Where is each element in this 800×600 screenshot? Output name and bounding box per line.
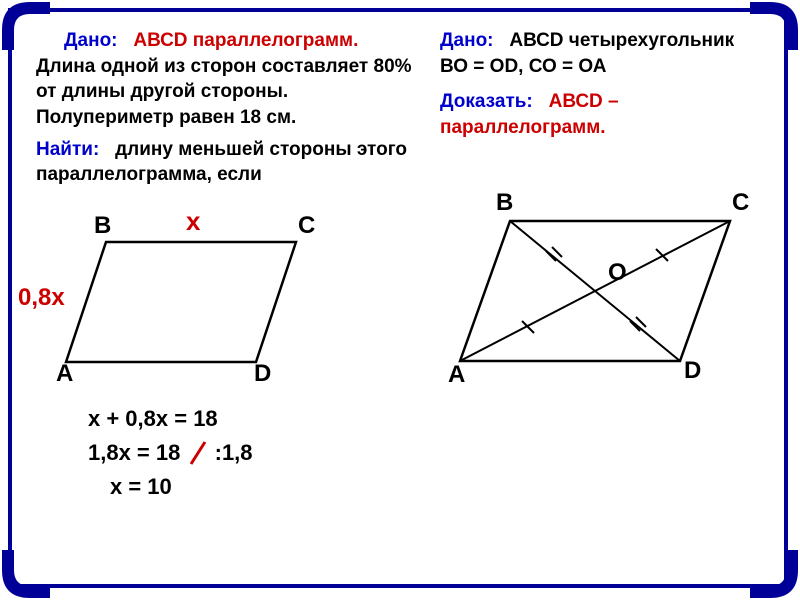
find-label: Найти:: [36, 139, 99, 160]
vertex-b: B: [496, 189, 513, 217]
eq-2: 1,8х = 18 :1,8: [88, 438, 416, 468]
problem-right: Дано: АВСD четырехугольник ВО = ОD, СО =…: [440, 28, 780, 401]
left-find: Найти: длину меньшей стороны этого парал…: [36, 137, 416, 188]
vertex-a: A: [56, 360, 73, 388]
vertex-a: A: [448, 361, 465, 389]
eq-1: х + 0,8х = 18: [88, 406, 416, 432]
side-ab-label: 0,8х: [18, 284, 65, 312]
vertex-c: C: [732, 189, 749, 217]
right-diagram: A B C D O: [440, 191, 760, 401]
equations: х + 0,8х = 18 1,8х = 18 :1,8 х = 10: [88, 406, 416, 500]
vertex-c: C: [298, 212, 315, 240]
given-label: Дано:: [64, 30, 118, 51]
eq-2-right: :1,8: [215, 440, 253, 465]
left-given: Дано: АВСD параллелограмм.: [36, 28, 416, 54]
vertex-d: D: [684, 357, 701, 385]
point-o: O: [608, 259, 627, 287]
vertex-b: B: [94, 212, 111, 240]
right-prove: Доказать: АВСD – параллелограмм.: [440, 89, 780, 140]
given-label: Дано:: [440, 30, 494, 51]
slide-content: Дано: АВСD параллелограмм. Длина одной и…: [20, 20, 780, 580]
right-parallelogram: [440, 191, 760, 401]
eq-3: х = 10: [110, 474, 416, 500]
problem-left: Дано: АВСD параллелограмм. Длина одной и…: [36, 28, 416, 500]
side-bc-label: х: [186, 206, 200, 237]
given-object: АВСD четырехугольник: [509, 30, 734, 51]
right-given: Дано: АВСD четырехугольник: [440, 28, 780, 54]
division-slash-icon: [187, 438, 209, 468]
eq-2-left: 1,8х = 18: [88, 440, 180, 465]
right-eq-line: ВО = ОD, СО = ОА: [440, 54, 780, 80]
left-desc2: Полупериметр равен 18 см.: [36, 105, 416, 131]
left-desc1: Длина одной из сторон составляет 80% от …: [36, 54, 416, 105]
prove-label: Доказать:: [440, 91, 533, 112]
vertex-d: D: [254, 360, 271, 388]
given-object: АВСD параллелограмм.: [133, 30, 358, 51]
left-diagram: A B C D х 0,8х: [36, 202, 356, 402]
